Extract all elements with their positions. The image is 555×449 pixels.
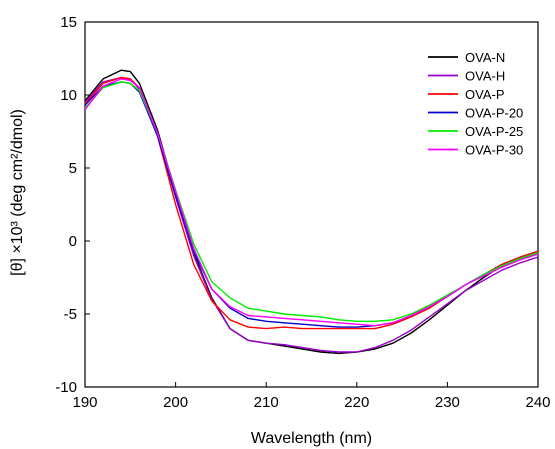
x-tick-label: 210 xyxy=(254,394,279,411)
legend-label: OVA-P-20 xyxy=(465,106,523,121)
x-tick-label: 230 xyxy=(435,394,460,411)
legend-label: OVA-P-25 xyxy=(465,124,523,139)
series-layer xyxy=(84,69,539,355)
x-tick-label: 220 xyxy=(344,394,369,411)
x-tick-label: 200 xyxy=(163,394,188,411)
plot-frame xyxy=(84,21,539,388)
legend-label: OVA-P-30 xyxy=(465,143,523,158)
y-tick-label: 10 xyxy=(60,87,77,104)
legend-label: OVA-H xyxy=(465,69,505,84)
axes: 190 200 210 220 230 240 -10 -5 0 5 10 15 xyxy=(55,14,550,411)
y-axis-title: [θ] ×10³ (deg cm²/dmol) xyxy=(9,109,26,276)
y-tick-label: 0 xyxy=(69,233,77,250)
y-tick-label: 15 xyxy=(60,14,77,31)
legend-label: OVA-N xyxy=(465,50,505,65)
y-tick-label: -10 xyxy=(55,379,77,396)
x-tick-label: 190 xyxy=(72,394,97,411)
legend: OVA-N OVA-H OVA-P OVA-P-20 OVA-P-25 OVA-P-30 xyxy=(428,50,523,158)
series-line-ova-p-30 xyxy=(84,78,539,327)
x-axis-title: Wavelength (nm) xyxy=(251,430,372,447)
y-tick-label: -5 xyxy=(64,306,77,323)
x-tick-label: 240 xyxy=(525,394,550,411)
y-tick-label: 5 xyxy=(69,160,77,177)
legend-label: OVA-P xyxy=(465,87,505,102)
plot-area xyxy=(84,21,539,388)
